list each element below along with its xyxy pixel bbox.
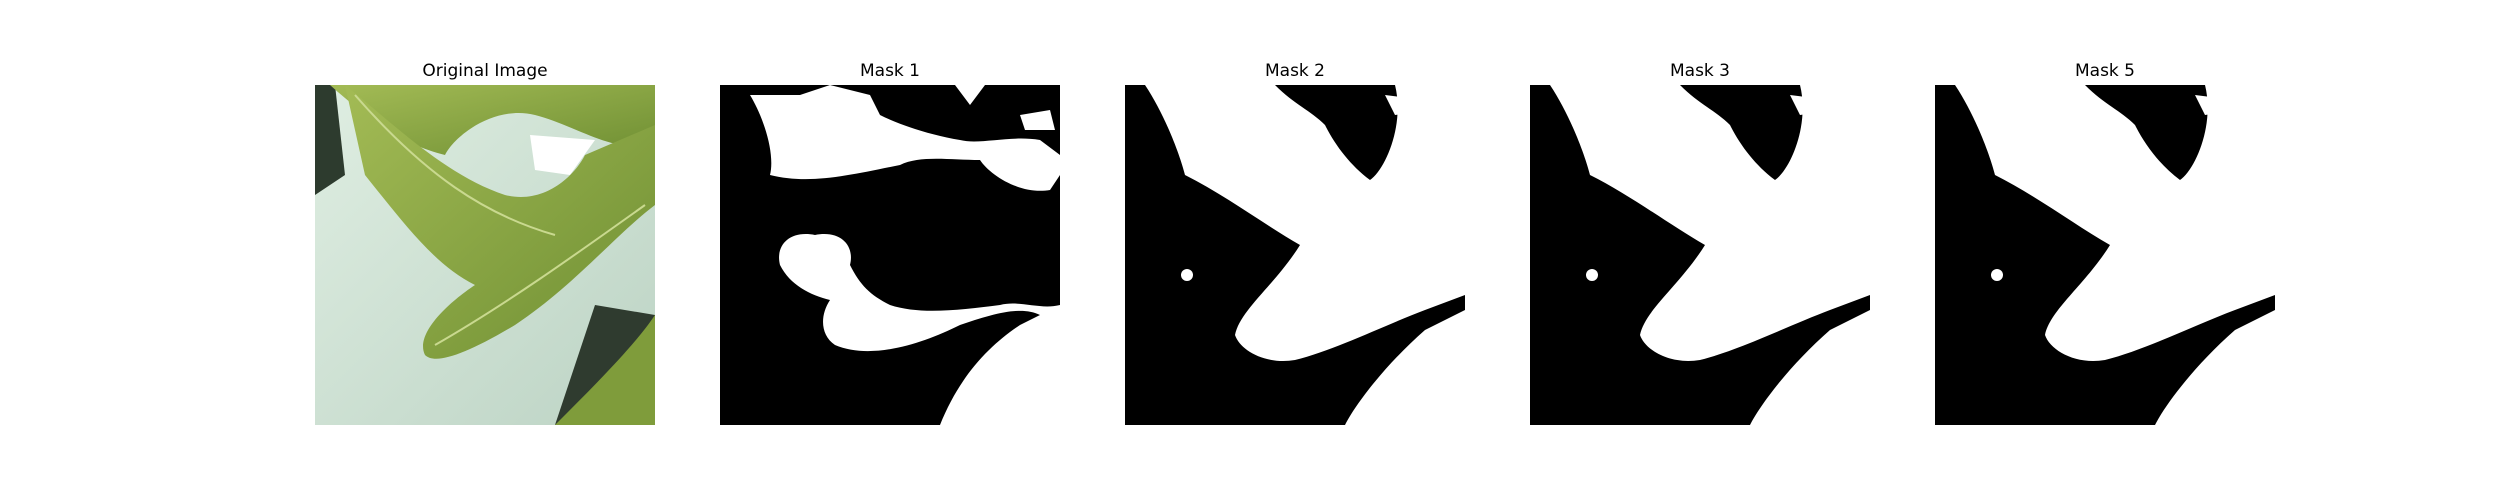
mask-5-image xyxy=(1935,85,2275,425)
panel-title: Mask 2 xyxy=(1264,61,1325,81)
panel-title: Mask 5 xyxy=(2074,61,2135,81)
mask-3-image xyxy=(1530,85,1870,425)
panel-title: Original Image xyxy=(422,61,548,81)
panel-title: Mask 1 xyxy=(859,61,920,81)
panel-title: Mask 3 xyxy=(1669,61,1730,81)
mask-1-image xyxy=(720,85,1060,425)
original-image xyxy=(315,85,655,425)
mask-2-image xyxy=(1125,85,1465,425)
